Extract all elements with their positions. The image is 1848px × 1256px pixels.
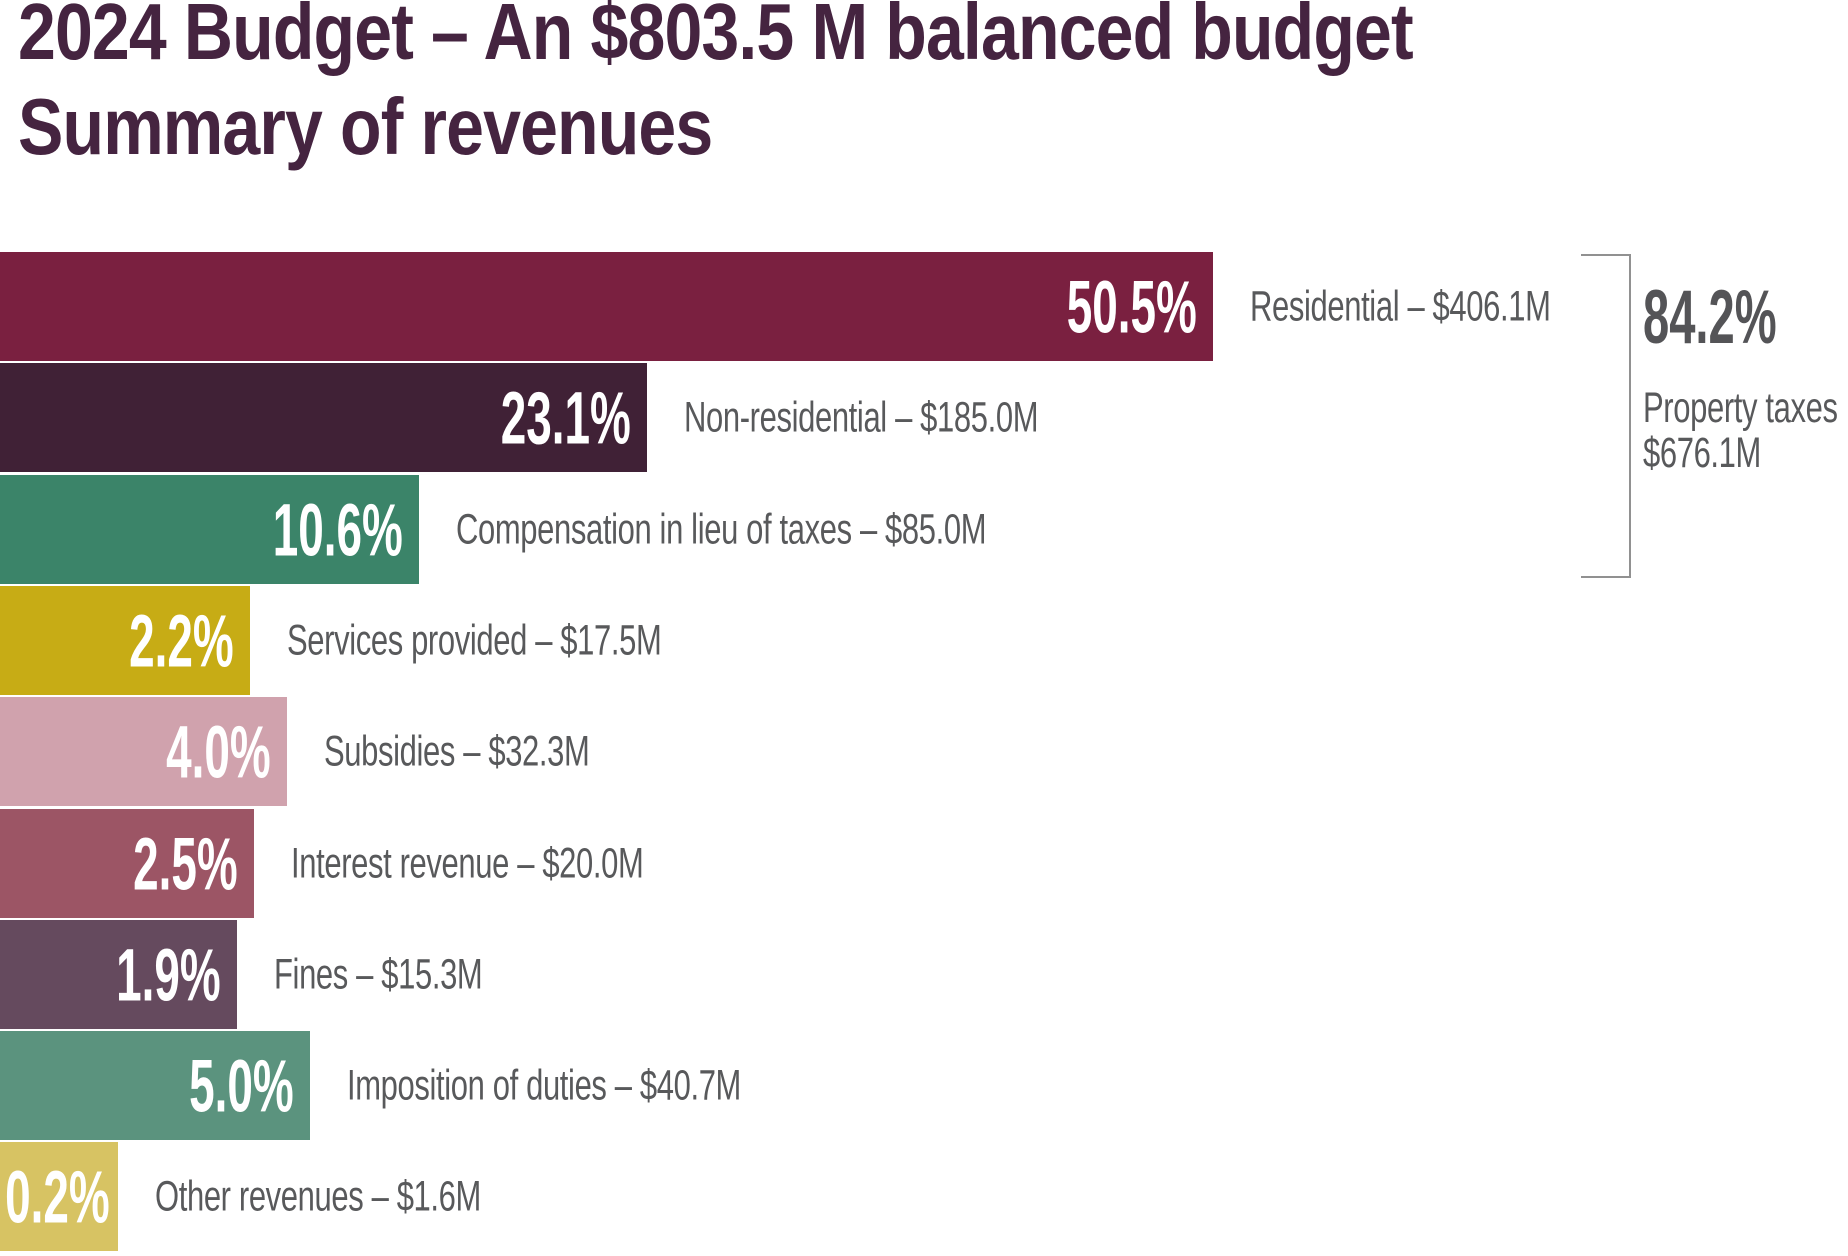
- bar-percent-label: 2.5%: [133, 822, 238, 905]
- bar-row: 50.5% Residential – $406.1M: [0, 252, 1848, 361]
- bar-row: 1.9% Fines – $15.3M: [0, 920, 1848, 1029]
- bar-category-label: Residential – $406.1M: [1250, 282, 1551, 330]
- bar-row: 23.1% Non-residential – $185.0M: [0, 363, 1848, 472]
- bar-subsidies: 4.0%: [0, 697, 287, 806]
- bar-percent-label: 50.5%: [1066, 265, 1197, 348]
- bar-other-revenues: 0.2%: [0, 1142, 118, 1251]
- bar-non-residential: 23.1%: [0, 363, 647, 472]
- bar-row: 5.0% Imposition of duties – $40.7M: [0, 1031, 1848, 1140]
- bar-percent-label: 2.2%: [129, 599, 234, 682]
- bar-percent-label: 0.2%: [5, 1155, 110, 1238]
- bar-percent-label: 10.6%: [272, 488, 403, 571]
- bar-percent-label: 4.0%: [166, 710, 271, 793]
- bar-row: 4.0% Subsidies – $32.3M: [0, 697, 1848, 806]
- bar-percent-label: 1.9%: [116, 933, 221, 1016]
- property-tax-label: Property taxes: [1643, 384, 1838, 432]
- bar-category-label: Compensation in lieu of taxes – $85.0M: [456, 505, 987, 553]
- bar-residential: 50.5%: [0, 252, 1213, 361]
- bar-row: 2.5% Interest revenue – $20.0M: [0, 809, 1848, 918]
- property-tax-amount: $676.1M: [1643, 429, 1761, 477]
- bar-category-label: Fines – $15.3M: [274, 950, 483, 998]
- bar-category-label: Services provided – $17.5M: [287, 616, 662, 664]
- bar-percent-label: 5.0%: [189, 1044, 294, 1127]
- property-tax-percent: 84.2%: [1643, 275, 1777, 360]
- bar-category-label: Imposition of duties – $40.7M: [347, 1061, 741, 1109]
- bar-services-provided: 2.2%: [0, 586, 250, 695]
- page-title: 2024 Budget – An $803.5 M balanced budge…: [18, 0, 1414, 174]
- title-line-2: Summary of revenues: [18, 82, 713, 171]
- bar-percent-label: 23.1%: [500, 376, 631, 459]
- property-tax-bracket: [1581, 254, 1631, 578]
- bar-category-label: Interest revenue – $20.0M: [291, 839, 644, 887]
- bar-compensation-in-lieu-of-taxes: 10.6%: [0, 475, 419, 584]
- bar-category-label: Non-residential – $185.0M: [684, 393, 1039, 441]
- bar-fines: 1.9%: [0, 920, 237, 1029]
- title-line-1: 2024 Budget – An $803.5 M balanced budge…: [18, 0, 1414, 76]
- bar-row: 0.2% Other revenues – $1.6M: [0, 1142, 1848, 1251]
- property-tax-text: Property taxes $676.1M: [1643, 386, 1838, 476]
- bar-category-label: Other revenues – $1.6M: [155, 1172, 481, 1220]
- bar-imposition-of-duties: 5.0%: [0, 1031, 310, 1140]
- bar-row: 2.2% Services provided – $17.5M: [0, 586, 1848, 695]
- bar-row: 10.6% Compensation in lieu of taxes – $85…: [0, 475, 1848, 584]
- bar-category-label: Subsidies – $32.3M: [324, 727, 590, 775]
- bar-interest-revenue: 2.5%: [0, 809, 254, 918]
